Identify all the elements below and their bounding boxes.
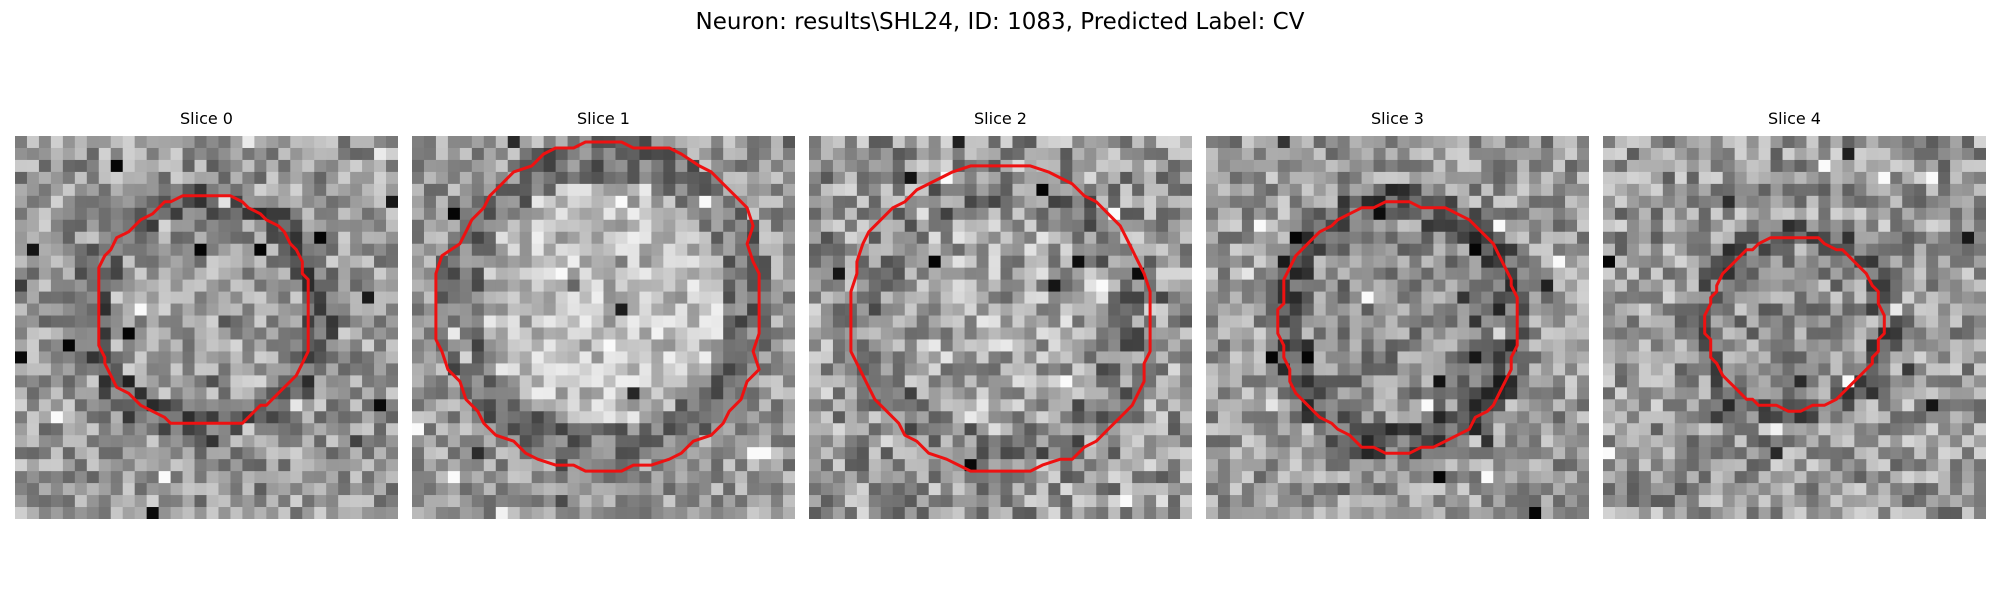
slice-title: Slice 0: [15, 108, 398, 130]
slice-image: [809, 136, 1192, 519]
pixel-grid: [1206, 136, 1589, 519]
pixel-grid: [412, 136, 795, 519]
slice-title: Slice 4: [1603, 108, 1986, 130]
slice-title: Slice 3: [1206, 108, 1589, 130]
slice-image: [15, 136, 398, 519]
pixel-grid: [1603, 136, 1986, 519]
figure-title: Neuron: results\SHL24, ID: 1083, Predict…: [0, 6, 2000, 38]
slice-image: [412, 136, 795, 519]
pixel-grid: [15, 136, 398, 519]
slice-title: Slice 2: [809, 108, 1192, 130]
slice-title: Slice 1: [412, 108, 795, 130]
slice-image: [1206, 136, 1589, 519]
slice-image: [1603, 136, 1986, 519]
pixel-grid: [809, 136, 1192, 519]
